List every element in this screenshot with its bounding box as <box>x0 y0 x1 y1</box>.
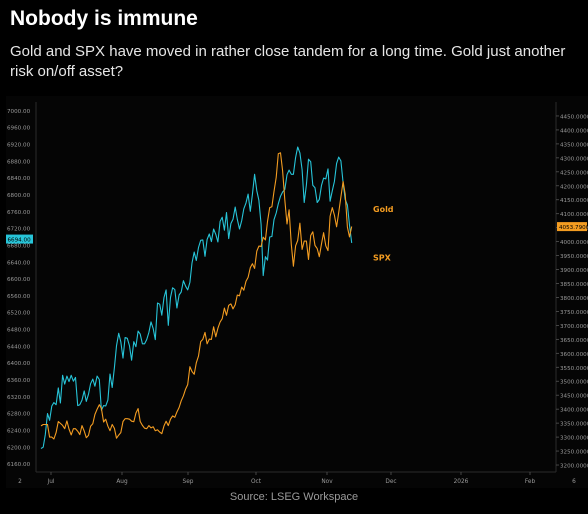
x-tick-label: Jul <box>47 479 55 485</box>
right-tick-label: 3450.0000 <box>560 394 588 400</box>
left-tick-label: 6520.00 <box>7 311 31 317</box>
chart-svg: 6160.00 6200.00 6240.00 6280.00 6320.00 6360.… <box>6 96 588 488</box>
series-line-gold <box>40 152 353 440</box>
series-label-gold: Gold <box>373 205 394 214</box>
left-tick-label: 6280.00 <box>7 412 31 418</box>
left-tick-label: 6960.00 <box>7 126 31 132</box>
x-tick-label: Nov <box>321 479 333 485</box>
right-tick-label: 4000.0000 <box>560 240 588 246</box>
series-label-spx: SPX <box>373 254 392 263</box>
x-tick-label: 2026 <box>454 479 469 485</box>
left-tick-label: 6200.00 <box>7 445 31 451</box>
left-tick-label: 6320.00 <box>7 395 31 401</box>
gold-last-value-label: 4053.7900 <box>559 225 588 231</box>
plot-background <box>6 96 588 488</box>
left-tick-label: 6760.00 <box>7 210 31 216</box>
source-note: Source: LSEG Workspace <box>229 491 359 503</box>
chart-panel: 6160.00 6200.00 6240.00 6280.00 6320.00 6360.… <box>6 96 588 488</box>
spx-last-value-flag <box>6 234 33 244</box>
left-tick-label: 6720.00 <box>7 227 31 233</box>
x-tick-label: Feb <box>525 479 536 485</box>
right-tick-label: 4250.0000 <box>560 170 588 176</box>
right-tick-label: 3700.0000 <box>560 324 588 330</box>
right-tick-label: 4350.0000 <box>560 142 588 148</box>
page-title: Nobody is immune <box>10 7 198 30</box>
left-tick-label: 6880.00 <box>7 159 31 165</box>
right-tick-label: 3850.0000 <box>560 282 588 288</box>
right-tick-label: 3500.0000 <box>560 380 588 386</box>
page-subtitle: Gold and SPX have moved in rather close … <box>10 43 566 80</box>
left-tick-label: 6400.00 <box>7 361 31 367</box>
left-tick-label: 6800.00 <box>7 193 31 199</box>
left-tick-label: 6560.00 <box>7 294 31 300</box>
right-tick-label: 4400.0000 <box>560 128 588 134</box>
right-tick-label: 4450.0000 <box>560 114 588 120</box>
x-tick-label: Dec <box>385 479 396 485</box>
right-tick-label: 4150.0000 <box>560 198 588 204</box>
x-tick-label: Sep <box>183 479 194 485</box>
right-tick-label: 3900.0000 <box>560 268 588 274</box>
right-tick-label: 4300.0000 <box>560 156 588 162</box>
corner-label-left: 2 <box>18 479 22 485</box>
x-tick-label: Oct <box>251 479 262 485</box>
left-tick-label: 6920.00 <box>7 143 31 149</box>
series-line-spx <box>40 146 353 449</box>
right-tick-label: 3550.0000 <box>560 366 588 372</box>
left-tick-label: 6840.00 <box>7 176 31 182</box>
left-tick-label: 6240.00 <box>7 428 31 434</box>
right-tick-label: 3750.0000 <box>560 310 588 316</box>
spx-last-value-label: 6694.00 <box>8 237 32 243</box>
left-tick-label: 6680.00 <box>7 243 31 249</box>
left-tick-label: 6600.00 <box>7 277 31 283</box>
right-tick-label: 4200.0000 <box>560 184 588 190</box>
x-tick-label: Aug <box>116 479 128 485</box>
gold-last-value-flag <box>557 222 587 232</box>
right-tick-label: 4100.0000 <box>560 212 588 218</box>
right-tick-label: 3650.0000 <box>560 338 588 344</box>
left-tick-label: 7000.00 <box>7 109 31 115</box>
right-tick-label: 3250.0000 <box>560 450 588 456</box>
right-tick-label: 3200.0000 <box>560 464 588 470</box>
left-tick-label: 6480.00 <box>7 328 31 334</box>
left-tick-label: 6160.00 <box>7 462 31 468</box>
corner-label-right: 6 <box>572 479 576 485</box>
left-tick-label: 6360.00 <box>7 378 31 384</box>
right-tick-label: 3350.0000 <box>560 422 588 428</box>
right-tick-label: 3800.0000 <box>560 296 588 302</box>
right-tick-label: 3600.0000 <box>560 352 588 358</box>
left-tick-label: 6440.00 <box>7 344 31 350</box>
right-tick-label: 3950.0000 <box>560 254 588 260</box>
left-tick-label: 6640.00 <box>7 260 31 266</box>
right-tick-label: 3300.0000 <box>560 436 588 442</box>
right-tick-label: 3400.0000 <box>560 408 588 414</box>
